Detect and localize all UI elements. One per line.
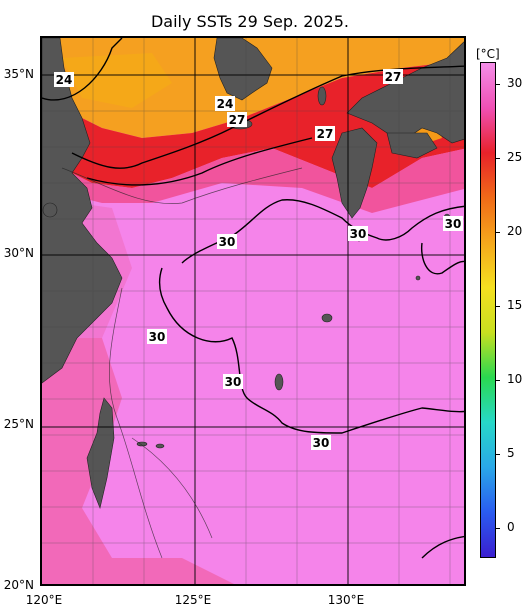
contour-label-30e: 30 [223, 374, 243, 389]
sea-red-southwest [42, 338, 234, 584]
land-taiwan [86, 397, 115, 509]
land-okinawa [274, 373, 284, 391]
contour-30-east [420, 242, 464, 275]
svg-text:24: 24 [217, 97, 234, 111]
land-japan-kyushu [331, 127, 378, 219]
colorbar-tick-mark [496, 84, 500, 86]
land-china [42, 38, 123, 384]
colorbar-tick-mark [496, 306, 500, 308]
colorbar-tick-mark [496, 380, 500, 382]
land-miyako [155, 443, 165, 449]
colorbar-tick-15: 15 [507, 298, 523, 313]
contour-label-27b: 27 [383, 69, 403, 84]
lon-label-120: 120°E [25, 593, 63, 607]
lat-label-30: 30°N [3, 246, 34, 260]
colorbar-tick-mark [496, 454, 500, 456]
svg-text:24: 24 [56, 73, 73, 87]
colorbar-tick-25: 25 [507, 150, 523, 165]
land-amami [321, 313, 333, 323]
contour-30-low [421, 535, 464, 559]
sea-orange-patch-1 [62, 53, 172, 108]
land-japan-shikoku [386, 132, 438, 159]
lat-label-20: 20°N [3, 578, 34, 592]
land-daito [415, 275, 421, 281]
land-tsushima [317, 86, 327, 106]
svg-text:27: 27 [229, 113, 246, 127]
colorbar-unit: [°C] [476, 47, 500, 61]
colorbar-tick-5: 5 [507, 446, 515, 461]
svg-text:27: 27 [317, 127, 334, 141]
contour-thin-2 [61, 167, 303, 204]
contour-label-30d: 30 [147, 329, 167, 344]
contour-label-30b: 30 [348, 226, 368, 241]
lon-label-125: 125°E [174, 593, 212, 607]
lat-label-25: 25°N [3, 417, 34, 431]
svg-text:30: 30 [445, 217, 462, 231]
contour-30-south [158, 267, 464, 434]
lat-label-35: 35°N [3, 67, 34, 81]
colorbar-tick-30: 30 [507, 76, 523, 91]
land-korea [213, 38, 273, 101]
colorbar-tick-mark [496, 158, 500, 160]
contour-label-27c: 27 [315, 126, 335, 141]
svg-text:30: 30 [149, 330, 166, 344]
land-islet-zhoushan [42, 202, 58, 218]
sst-map: 24 24 27 27 27 30 30 30 30 30 30 [40, 36, 466, 586]
contour-label-30f: 30 [311, 435, 331, 450]
colorbar [480, 62, 496, 558]
svg-text:30: 30 [313, 436, 330, 450]
contour-24 [42, 38, 123, 101]
contour-label-30c: 30 [443, 216, 463, 231]
contour-label-24a: 24 [54, 72, 74, 87]
svg-text:30: 30 [350, 227, 367, 241]
map-title: Daily SSTs 29 Sep. 2025. [150, 12, 349, 31]
colorbar-tick-10: 10 [507, 372, 523, 387]
contour-label-30a: 30 [217, 234, 237, 249]
svg-text:30: 30 [219, 235, 236, 249]
colorbar-tick-20: 20 [507, 224, 523, 239]
contour-label-27a: 27 [227, 112, 247, 127]
colorbar-tick-0: 0 [507, 520, 515, 535]
contour-label-24b: 24 [215, 96, 235, 111]
contour-thin-1 [109, 287, 163, 559]
colorbar-tick-mark [496, 528, 500, 530]
lon-label-130: 130°E [327, 593, 365, 607]
contour-27b [86, 137, 313, 186]
svg-text:30: 30 [225, 375, 242, 389]
contour-thin-3 [131, 437, 213, 539]
colorbar-tick-mark [496, 232, 500, 234]
svg-text:27: 27 [385, 70, 402, 84]
